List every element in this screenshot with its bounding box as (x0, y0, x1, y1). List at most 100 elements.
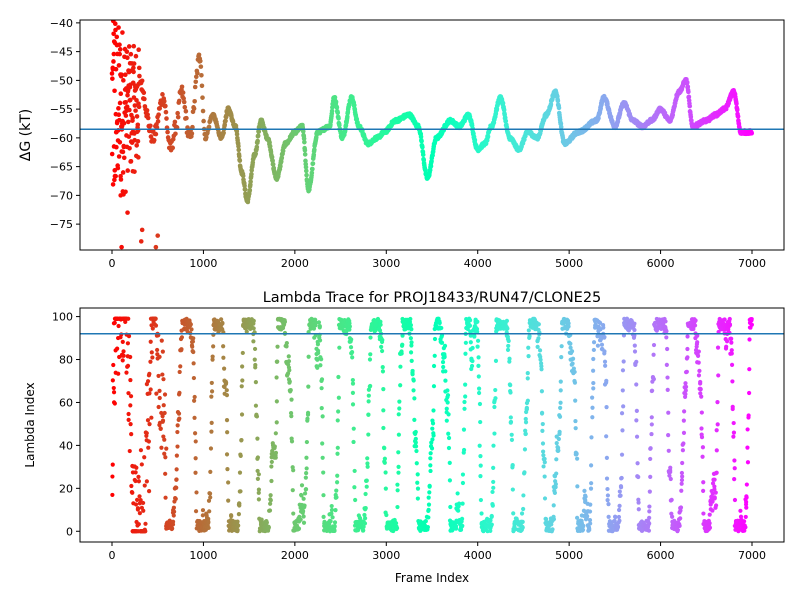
lambda-point (557, 414, 563, 419)
lambda-point (298, 517, 303, 522)
delta-g-point (141, 90, 147, 96)
lambda-point (669, 497, 674, 502)
delta-g-point (200, 95, 205, 100)
lambda-point (410, 368, 415, 374)
delta-g-x-ticks: 0 1000 2000 3000 4000 5000 6000 7000 (109, 250, 766, 270)
lambda-point (221, 344, 226, 349)
lambda-point (551, 503, 556, 508)
lambda-x-tick-label: 1000 (189, 549, 217, 562)
lambda-point (396, 412, 401, 417)
delta-g-point (128, 51, 134, 57)
lambda-point (538, 357, 543, 362)
lambda-point (414, 461, 419, 466)
lambda-point (695, 333, 700, 338)
lambda-point (378, 322, 383, 327)
lambda-point (683, 391, 688, 397)
lambda-point (493, 387, 498, 393)
lambda-point (256, 490, 261, 495)
delta-g-point (139, 78, 145, 84)
lambda-point (651, 352, 656, 357)
lambda-point (492, 404, 497, 410)
lambda-point (133, 478, 138, 484)
delta-g-point (173, 131, 178, 137)
lambda-point (476, 363, 481, 369)
lambda-point (635, 461, 640, 466)
lambda-point (414, 448, 419, 454)
lambda-point (453, 526, 459, 531)
lambda-point (714, 470, 719, 475)
lambda-point (415, 486, 421, 491)
lambda-point (319, 386, 324, 391)
delta-g-point (345, 114, 350, 120)
lambda-point (573, 398, 578, 403)
delta-g-point (301, 136, 307, 141)
lambda-point (126, 411, 131, 417)
lambda-point (604, 378, 609, 383)
lambda-point (444, 418, 449, 423)
delta-g-point (135, 139, 141, 144)
delta-g-point (189, 131, 195, 136)
lambda-point (235, 519, 240, 524)
lambda-point (745, 445, 750, 450)
delta-g-point (125, 168, 131, 173)
delta-g-point (116, 63, 122, 68)
lambda-point (477, 401, 483, 407)
lambda-point (507, 356, 512, 361)
lambda-y-axis-label: Lambda Index (23, 382, 37, 467)
lambda-point (558, 405, 563, 410)
lambda-point (115, 346, 120, 351)
lambda-point (620, 388, 625, 393)
lambda-point (379, 348, 385, 354)
delta-g-point (153, 244, 159, 250)
delta-g-point (126, 44, 132, 49)
lambda-point (606, 514, 611, 519)
lambda-point (446, 435, 452, 441)
lambda-point (159, 445, 164, 450)
lambda-point (176, 411, 182, 416)
lambda-point (559, 344, 564, 349)
lambda-point (362, 512, 367, 518)
lambda-point (134, 465, 139, 470)
lambda-point (149, 415, 154, 420)
lambda-point (575, 515, 580, 520)
lambda-point (259, 517, 264, 522)
lambda-point (731, 434, 736, 439)
lambda-point (722, 317, 727, 322)
lambda-point (209, 380, 214, 386)
delta-g-point (193, 79, 199, 85)
lambda-point (442, 354, 447, 359)
lambda-point (413, 429, 418, 435)
lambda-point (460, 480, 466, 486)
lambda-point (732, 477, 737, 482)
lambda-point (133, 502, 139, 507)
lambda-point (632, 343, 637, 348)
lambda-point (552, 490, 557, 495)
lambda-point (663, 319, 668, 324)
lambda-point (334, 495, 339, 500)
delta-g-point (110, 182, 116, 187)
lambda-point (648, 446, 653, 451)
lambda-point (491, 465, 496, 470)
lambda-point (163, 471, 168, 476)
lambda-point (381, 408, 386, 413)
lambda-point (570, 356, 576, 361)
lambda-point (239, 438, 244, 443)
lambda-point (634, 382, 639, 387)
lambda-point (465, 326, 470, 332)
lambda-point (206, 516, 211, 521)
lambda-point (254, 412, 259, 417)
lambda-point (252, 346, 258, 352)
lambda-point (156, 373, 161, 379)
lambda-point (409, 358, 414, 364)
delta-g-point (148, 123, 153, 129)
lambda-point (445, 400, 450, 405)
lambda-point (634, 418, 639, 423)
lambda-point (694, 342, 700, 347)
lambda-point (191, 375, 197, 381)
delta-g-point (176, 98, 182, 104)
lambda-point (321, 493, 326, 498)
lambda-point (431, 433, 436, 438)
delta-g-point (138, 239, 144, 244)
lambda-point (351, 439, 356, 445)
lambda-point (148, 359, 153, 364)
